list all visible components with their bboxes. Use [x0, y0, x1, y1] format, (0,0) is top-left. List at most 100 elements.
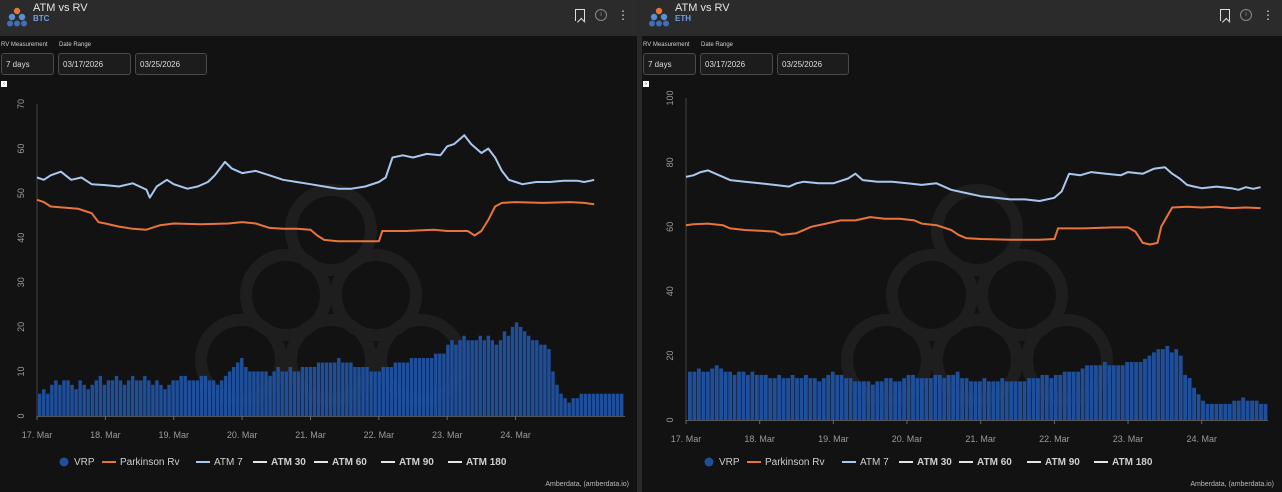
legend-item-atm-7[interactable]: ATM 7: [196, 457, 243, 468]
vrp-bar[interactable]: [1223, 403, 1228, 420]
vrp-bar[interactable]: [1259, 403, 1263, 420]
vrp-bar[interactable]: [280, 371, 284, 416]
vrp-bar[interactable]: [514, 322, 519, 416]
vrp-bar[interactable]: [1125, 362, 1130, 420]
vrp-bar[interactable]: [1013, 381, 1018, 420]
more-menu-icon[interactable]: ⋮: [617, 8, 629, 22]
vrp-bar[interactable]: [786, 378, 791, 420]
atm-7-line[interactable]: [36, 134, 595, 199]
vrp-bar[interactable]: [74, 389, 78, 416]
vrp-bar[interactable]: [1250, 400, 1255, 420]
vrp-bar[interactable]: [50, 384, 54, 416]
vrp-bar[interactable]: [122, 384, 127, 416]
vrp-bar[interactable]: [759, 374, 764, 420]
legend-item-parkinson-rv[interactable]: Parkinson Rv: [102, 457, 179, 468]
vrp-bar[interactable]: [1143, 358, 1147, 420]
vrp-bar[interactable]: [90, 384, 94, 416]
vrp-bar[interactable]: [875, 381, 880, 420]
vrp-bar[interactable]: [1147, 355, 1152, 420]
info-icon[interactable]: i: [1240, 9, 1252, 21]
vrp-bar[interactable]: [575, 398, 579, 416]
vrp-bar[interactable]: [750, 371, 755, 420]
vrp-bar[interactable]: [518, 326, 523, 416]
vrp-bar[interactable]: [821, 378, 826, 420]
vrp-bar[interactable]: [982, 378, 987, 420]
legend-item-atm-7[interactable]: ATM 7: [842, 457, 889, 468]
vrp-bar[interactable]: [795, 378, 799, 420]
vrp-bar[interactable]: [714, 365, 719, 420]
vrp-bar[interactable]: [425, 358, 430, 416]
vrp-bar[interactable]: [240, 358, 244, 416]
vrp-bar[interactable]: [373, 371, 377, 416]
vrp-bar[interactable]: [732, 374, 737, 420]
vrp-bar[interactable]: [1102, 362, 1107, 420]
vrp-bar[interactable]: [844, 378, 849, 420]
vrp-bar[interactable]: [337, 358, 341, 416]
vrp-bar[interactable]: [1004, 381, 1009, 420]
vrp-bar[interactable]: [839, 374, 844, 420]
vrp-bar[interactable]: [413, 358, 418, 416]
vrp-bar[interactable]: [1071, 371, 1076, 420]
vrp-bar[interactable]: [199, 375, 204, 416]
vrp-bar[interactable]: [991, 381, 996, 420]
vrp-bar[interactable]: [171, 380, 175, 416]
vrp-bar[interactable]: [288, 366, 293, 416]
vrp-bar[interactable]: [46, 393, 50, 416]
vrp-bar[interactable]: [942, 378, 947, 420]
vrp-bar[interactable]: [466, 340, 470, 416]
date-end-input[interactable]: 03/25/2026: [135, 53, 207, 75]
vrp-bar[interactable]: [1169, 352, 1174, 420]
vrp-bar[interactable]: [1254, 400, 1259, 420]
vrp-bar[interactable]: [369, 371, 373, 416]
vrp-bar[interactable]: [928, 378, 933, 420]
vrp-bar[interactable]: [719, 368, 724, 420]
vrp-bar[interactable]: [506, 335, 511, 416]
more-menu-icon[interactable]: ⋮: [1262, 8, 1274, 22]
vrp-bar[interactable]: [236, 362, 240, 416]
vrp-bar[interactable]: [607, 393, 612, 416]
rv-measurement-select[interactable]: 7 days: [643, 53, 696, 75]
vrp-bar[interactable]: [510, 326, 515, 416]
vrp-bar[interactable]: [1160, 349, 1165, 420]
vrp-bar[interactable]: [893, 381, 898, 420]
vrp-bar[interactable]: [494, 344, 499, 416]
vrp-bar[interactable]: [1152, 352, 1156, 420]
vrp-bar[interactable]: [462, 335, 466, 416]
vrp-bar[interactable]: [300, 366, 305, 416]
vrp-bar[interactable]: [862, 381, 866, 420]
vrp-bar[interactable]: [866, 381, 871, 420]
vrp-bar[interactable]: [879, 381, 884, 420]
vrp-bar[interactable]: [1040, 374, 1045, 420]
vrp-bar[interactable]: [1062, 371, 1067, 420]
vrp-bar[interactable]: [1049, 378, 1054, 420]
vrp-bar[interactable]: [341, 362, 345, 416]
vrp-bar[interactable]: [151, 384, 155, 416]
vrp-bar[interactable]: [1196, 394, 1201, 420]
vrp-bar[interactable]: [264, 371, 268, 416]
vrp-bar[interactable]: [357, 366, 361, 416]
vrp-bar[interactable]: [835, 374, 840, 420]
vrp-bar[interactable]: [937, 374, 942, 420]
vrp-bar[interactable]: [1187, 378, 1192, 420]
vrp-bar[interactable]: [812, 378, 817, 420]
vrp-bar[interactable]: [106, 380, 111, 416]
vrp-bar[interactable]: [973, 381, 978, 420]
vrp-bar[interactable]: [964, 378, 969, 420]
vrp-bar[interactable]: [897, 381, 902, 420]
vrp-bar[interactable]: [474, 340, 478, 416]
vrp-bar[interactable]: [1107, 365, 1112, 420]
date-start-input[interactable]: 03/17/2026: [58, 53, 131, 75]
vrp-bar[interactable]: [175, 380, 179, 416]
vrp-bar[interactable]: [579, 393, 583, 416]
vrp-bar[interactable]: [438, 353, 442, 416]
vrp-bar[interactable]: [1236, 400, 1241, 420]
vrp-bar[interactable]: [490, 340, 495, 416]
vrp-bar[interactable]: [134, 380, 139, 416]
vrp-bar[interactable]: [417, 358, 422, 416]
vrp-bar[interactable]: [397, 362, 402, 416]
vrp-bar[interactable]: [159, 384, 163, 416]
vrp-bar[interactable]: [86, 389, 90, 416]
vrp-bar[interactable]: [1227, 403, 1232, 420]
vrp-bar[interactable]: [219, 380, 224, 416]
vrp-bar[interactable]: [450, 340, 454, 416]
